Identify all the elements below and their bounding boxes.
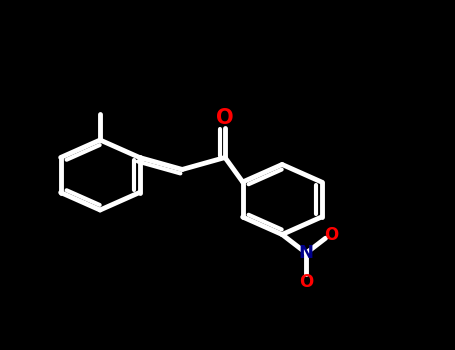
Text: N: N [299, 244, 314, 262]
Text: O: O [299, 273, 313, 291]
Text: O: O [324, 226, 338, 244]
Text: O: O [216, 108, 234, 128]
